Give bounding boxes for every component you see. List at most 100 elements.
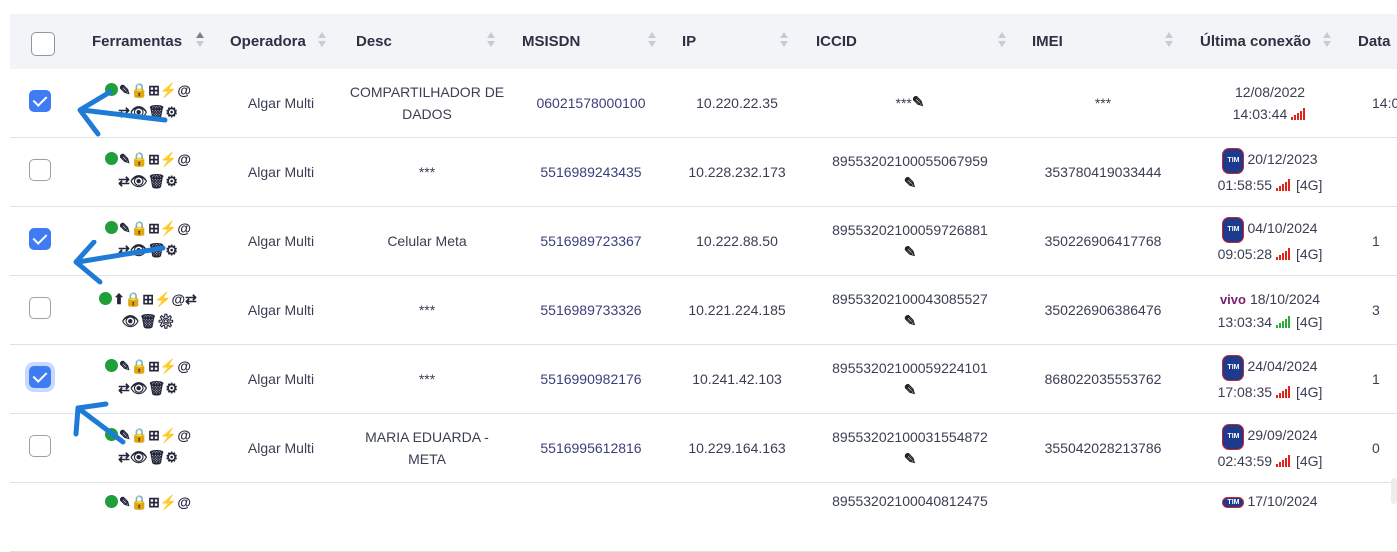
signal-strength-icon [1276, 386, 1292, 398]
scrollbar-handle[interactable] [1391, 478, 1397, 504]
data-cell: 1 [1372, 371, 1380, 387]
row-tools-icons[interactable]: ✎🔒⊞⚡@ [119, 82, 191, 98]
edit-icon[interactable]: ✎ [903, 312, 917, 330]
header-operadora[interactable]: Operadora [230, 33, 306, 50]
iccid-cell: 89553202100043085527 ✎ [810, 276, 1010, 344]
connection-date: 12/08/2022 [1234, 84, 1306, 100]
carrier-tim-logo: TIM [1222, 148, 1245, 174]
edit-icon[interactable]: ✎ [903, 243, 917, 261]
edit-icon[interactable]: ✎ [903, 174, 917, 192]
row-tools-icons-2[interactable]: ⇄👁🗑⚙ [118, 380, 178, 396]
network-type: [4G] [1295, 313, 1323, 330]
row-tools-icons-2[interactable]: ⇄👁🗑⚙ [118, 173, 178, 189]
row-tools-icons[interactable]: ✎🔒⊞⚡@ [119, 220, 191, 236]
table-row[interactable]: ✎🔒⊞⚡@ ⇄👁🗑⚙ Algar Multi Celular Meta 55169897… [10, 207, 1397, 276]
arrow-annotation-icon [73, 240, 166, 285]
imei-cell: 355042028213786 [1044, 440, 1162, 456]
ultima-conexao-cell: TIM 24/04/2024 17:08:35 [4G] [1190, 345, 1350, 413]
header-ferramentas[interactable]: Ferramentas [92, 33, 183, 50]
imei-cell: *** [1094, 95, 1112, 111]
operadora-cell: Algar Multi [247, 302, 315, 318]
row-tools-icons[interactable]: ✎🔒⊞⚡@ [119, 151, 191, 167]
sort-imei-icon[interactable] [1165, 32, 1173, 50]
msisdn-cell[interactable]: 5516990982176 [540, 371, 642, 387]
row-tools-icons[interactable]: ⬆🔒⊞⚡@⇄ [113, 291, 197, 307]
header-imei[interactable]: IMEI [1032, 33, 1063, 50]
edit-icon[interactable]: ✎ [903, 450, 917, 468]
header-iccid[interactable]: ICCID [816, 33, 857, 50]
sort-msisdn-icon[interactable] [648, 32, 656, 50]
connection-date: 04/10/2024 [1247, 220, 1318, 236]
row-checkbox[interactable] [29, 90, 51, 112]
data-cell: 3 [1372, 302, 1380, 318]
sort-ultima-conexao-icon[interactable] [1323, 32, 1331, 50]
status-online-icon [105, 359, 118, 372]
iccid-value: 89553202100043085527 [832, 290, 988, 307]
connection-time: 14:03:44 [1232, 106, 1288, 122]
carrier-vivo-logo: vivo [1219, 291, 1246, 307]
data-cell: 1 [1372, 233, 1380, 249]
table-row[interactable]: ✎🔒⊞⚡@ 89553202100040812475 TIM 17/10/2024 [10, 483, 1397, 552]
signal-strength-icon [1276, 248, 1292, 260]
iccid-cell: 89553202100055067959 ✎ [810, 138, 1010, 206]
select-all-checkbox[interactable] [31, 32, 55, 56]
row-tools: ✎🔒⊞⚡@ ⇄👁🗑⚙ [88, 345, 208, 413]
ultima-conexao-cell: TIM 20/12/2023 01:58:55 [4G] [1190, 138, 1350, 206]
header-data[interactable]: Data [1358, 33, 1391, 50]
sort-ip-icon[interactable] [780, 32, 788, 50]
row-tools-icons[interactable]: ✎🔒⊞⚡@ [119, 494, 191, 510]
row-tools-icons-2[interactable]: 👁🗑⚙ [121, 313, 175, 329]
row-checkbox[interactable] [29, 159, 51, 181]
table-row[interactable]: ✎🔒⊞⚡@ ⇄👁🗑⚙ Algar Multi *** 5516989243435 10.2… [10, 138, 1397, 207]
ip-cell: 10.222.88.50 [696, 233, 778, 249]
imei-cell: 868022035553762 [1044, 371, 1162, 387]
row-tools: ⬆🔒⊞⚡@⇄ 👁🗑⚙ [88, 276, 208, 344]
table-row[interactable]: ✎🔒⊞⚡@ ⇄👁🗑⚙ Algar Multi COMPARTILHADOR DE DA… [10, 69, 1397, 138]
header-ultima-conexao[interactable]: Última conexão [1200, 33, 1311, 50]
operadora-cell: Algar Multi [247, 371, 315, 387]
row-tools-icons[interactable]: ✎🔒⊞⚡@ [119, 358, 191, 374]
msisdn-cell[interactable]: 5516995612816 [540, 440, 642, 456]
row-checkbox[interactable] [29, 366, 51, 388]
data-cell [1372, 138, 1397, 206]
row-tools: ✎🔒⊞⚡@ ⇄👁🗑⚙ [88, 138, 208, 206]
row-tools-icons[interactable]: ✎🔒⊞⚡@ [119, 427, 191, 443]
row-checkbox[interactable] [29, 297, 51, 319]
edit-icon[interactable]: ✎ [903, 381, 917, 399]
operadora-cell: Algar Multi [247, 95, 315, 111]
row-tools: ✎🔒⊞⚡@ [88, 483, 208, 551]
connection-time: 02:43:59 [1217, 453, 1273, 469]
table-row[interactable]: ✎🔒⊞⚡@ ⇄👁🗑⚙ Algar Multi MARIA EDUARDA - META… [10, 414, 1397, 483]
msisdn-cell[interactable]: 06021578000100 [536, 95, 646, 111]
row-tools-icons-2[interactable]: ⇄👁🗑⚙ [118, 449, 178, 465]
sort-ferramentas-icon[interactable] [196, 32, 204, 50]
msisdn-cell[interactable]: 5516989733326 [540, 302, 642, 318]
row-checkbox[interactable] [29, 435, 51, 457]
header-msisdn[interactable]: MSISDN [522, 33, 581, 50]
row-checkbox[interactable] [29, 228, 51, 250]
sort-operadora-icon[interactable] [318, 32, 326, 50]
header-desc[interactable]: Desc [356, 33, 392, 50]
connection-time: 01:58:55 [1217, 177, 1273, 193]
header-ip[interactable]: IP [682, 33, 697, 50]
iccid-cell: 89553202100040812475 [832, 493, 988, 509]
edit-icon[interactable]: ✎ [911, 94, 925, 111]
operadora-cell: Algar Multi [247, 440, 315, 456]
desc-cell: Celular Meta [387, 233, 467, 249]
desc-cell: COMPARTILHADOR DE DADOS [349, 84, 505, 122]
sort-desc-icon[interactable] [487, 32, 495, 50]
imei-cell: 350226906386476 [1044, 302, 1162, 318]
connection-time: 13:03:34 [1217, 313, 1273, 330]
msisdn-cell[interactable]: 5516989723367 [540, 233, 642, 249]
ip-cell: 10.228.232.173 [688, 164, 786, 180]
msisdn-cell[interactable]: 5516989243435 [540, 164, 642, 180]
sort-iccid-icon[interactable] [998, 32, 1006, 50]
ip-cell: 10.220.22.35 [696, 95, 778, 111]
table-row[interactable]: ⬆🔒⊞⚡@⇄ 👁🗑⚙ Algar Multi *** 5516989733326 10.2… [10, 276, 1397, 345]
desc-cell: *** [418, 371, 436, 387]
imei-cell: 353780419033444 [1044, 164, 1162, 180]
table-row[interactable]: ✎🔒⊞⚡@ ⇄👁🗑⚙ Algar Multi *** 5516990982176 10.2… [10, 345, 1397, 414]
network-type: [4G] [1295, 246, 1323, 262]
ultima-conexao-cell: 12/08/2022 14:03:44 [1190, 69, 1350, 137]
iccid-value: 89553202100055067959 [832, 152, 988, 169]
